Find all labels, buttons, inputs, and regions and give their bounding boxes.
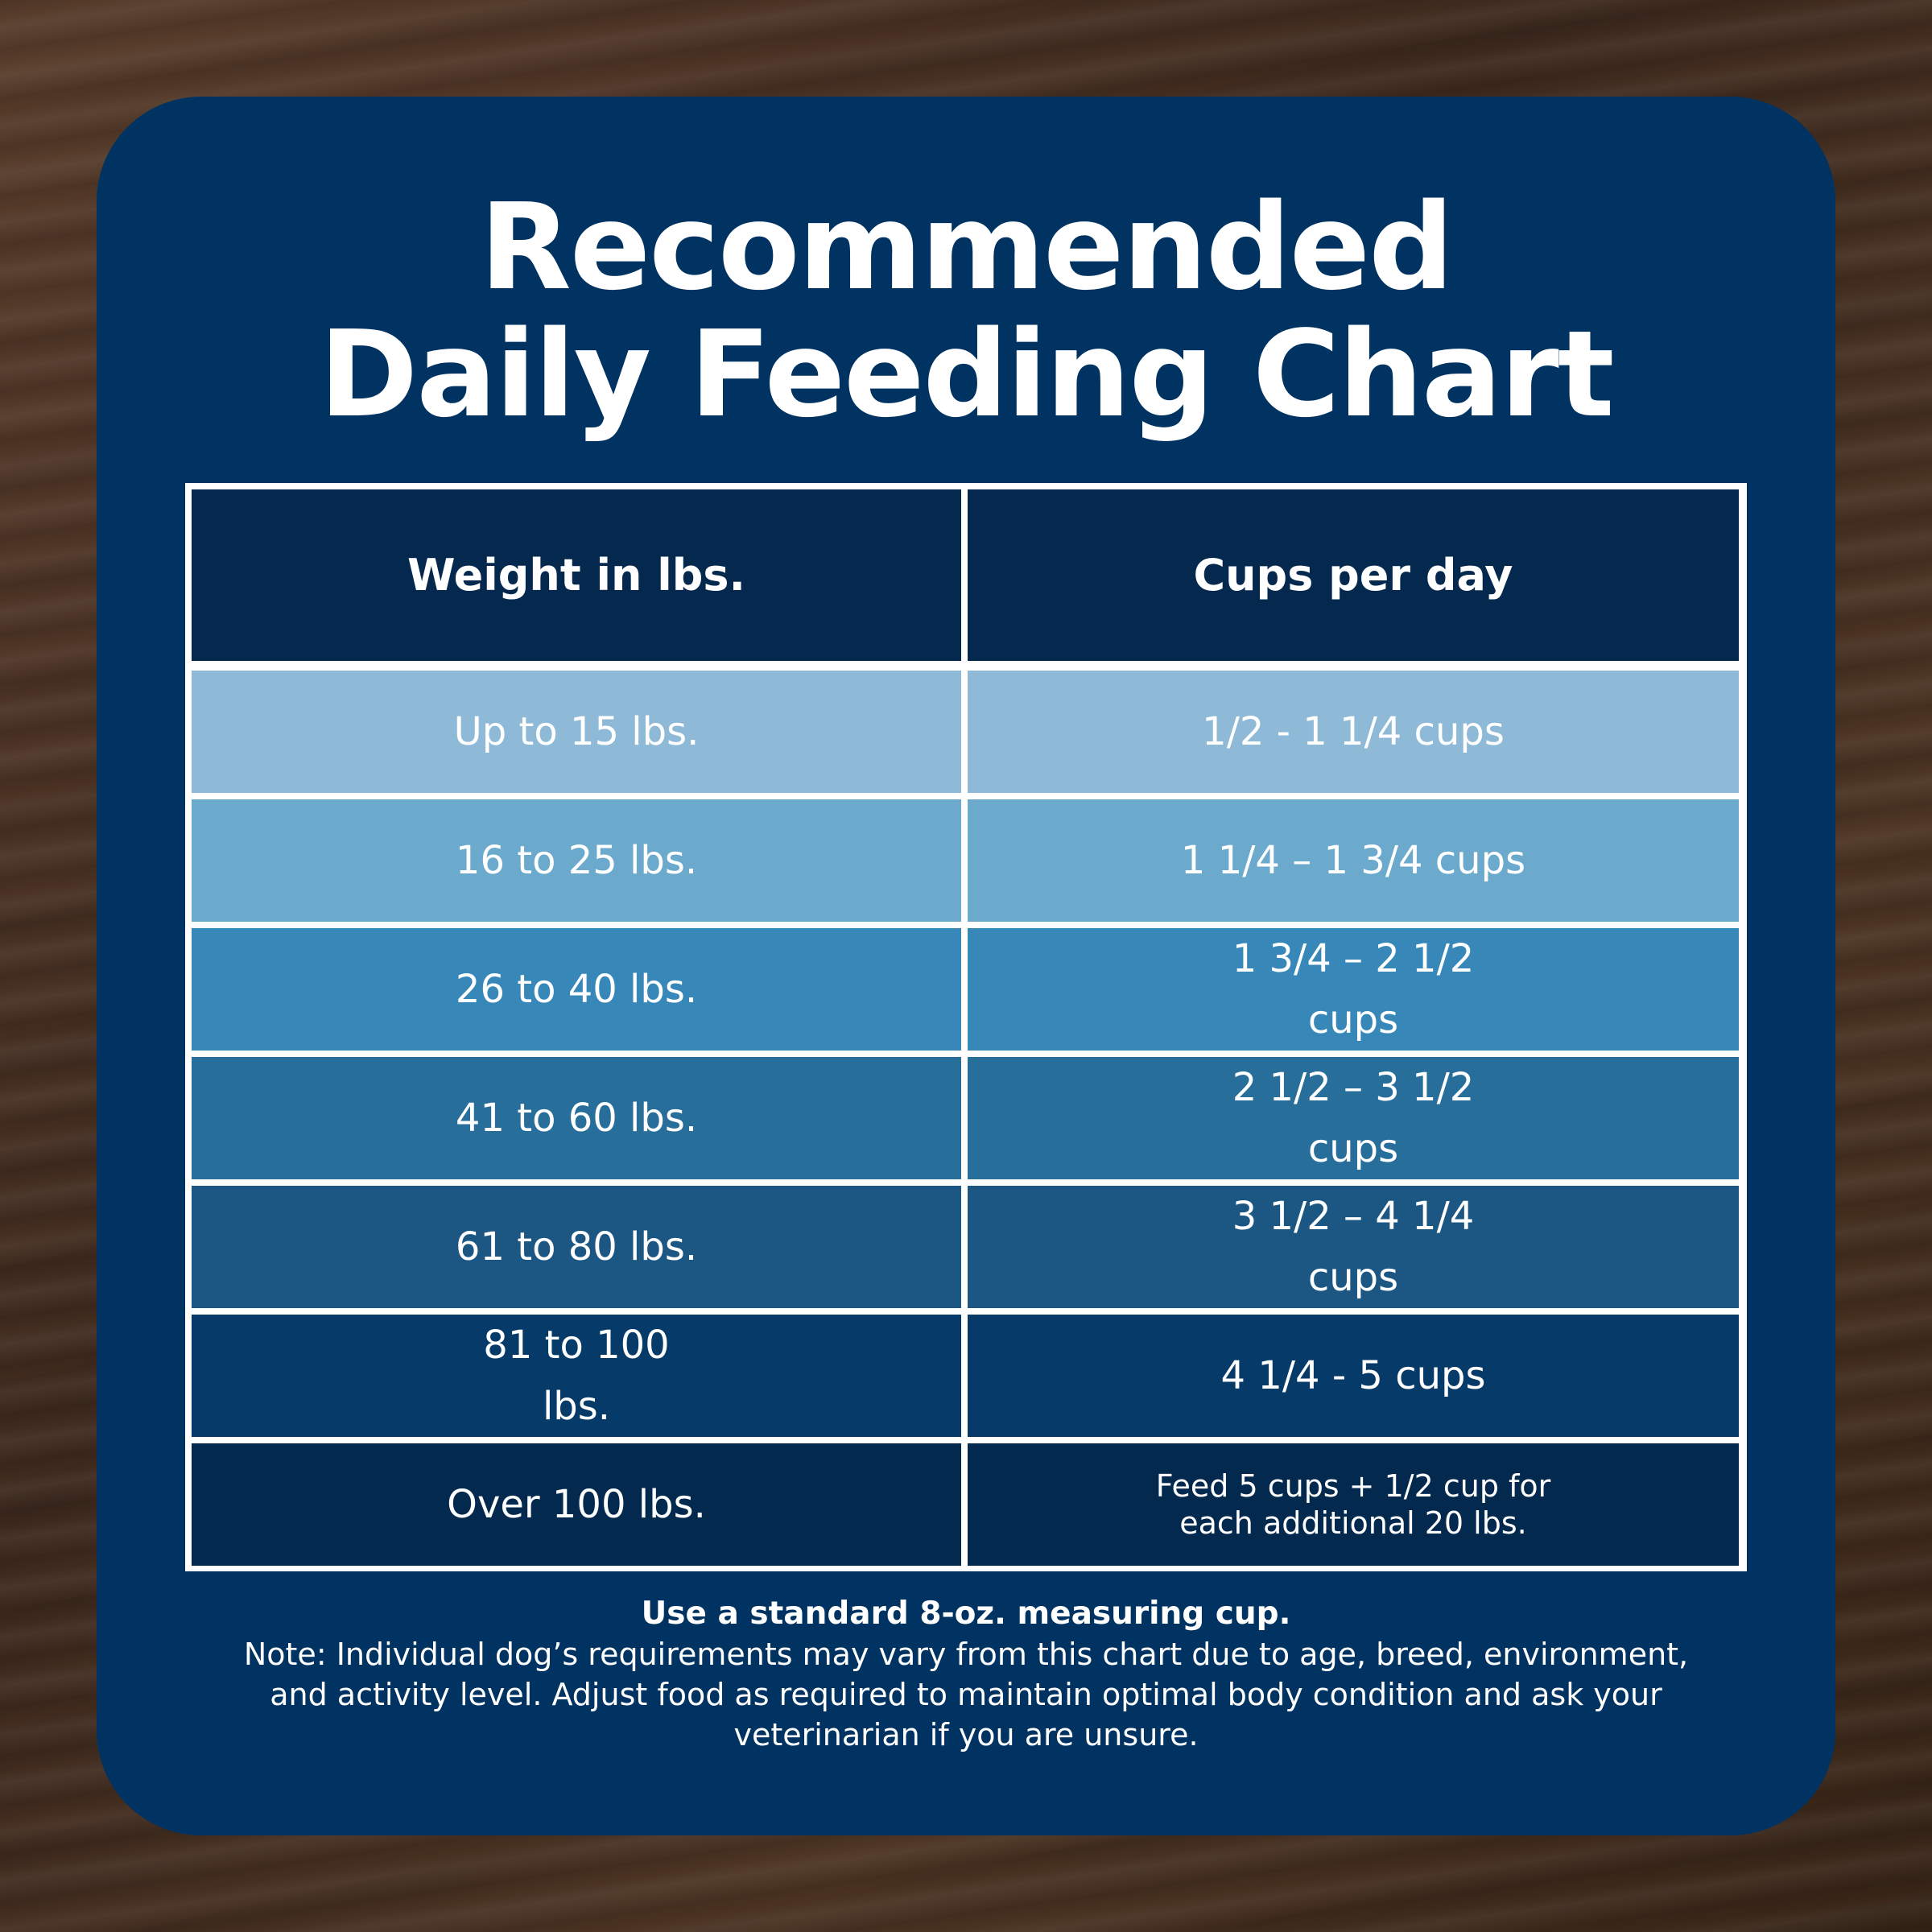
table-row-weight: 41 to 60 lbs. bbox=[192, 1057, 961, 1179]
disclaimer-note: Note: Individual dog’s requirements may … bbox=[243, 1637, 1689, 1752]
table-row-cups: 2 1/2 – 3 1/2 cups bbox=[968, 1057, 1739, 1179]
title-line-2: Daily Feeding Chart bbox=[319, 305, 1614, 444]
table-row-weight: Up to 15 lbs. bbox=[192, 671, 961, 793]
table-row-cups: 1 1/4 – 1 3/4 cups bbox=[968, 799, 1739, 922]
header-cups: Cups per day bbox=[968, 489, 1739, 661]
table-row-cups: 4 1/4 - 5 cups bbox=[968, 1315, 1739, 1437]
table-row-cups: 3 1/2 – 4 1/4 cups bbox=[968, 1186, 1739, 1308]
header-weight: Weight in lbs. bbox=[192, 489, 961, 661]
chart-title: Recommended Daily Feeding Chart bbox=[97, 184, 1835, 438]
feeding-table: Weight in lbs. Cups per day Up to 15 lbs… bbox=[185, 483, 1747, 1571]
table-row-cups: Feed 5 cups + 1/2 cup for each additiona… bbox=[968, 1443, 1739, 1566]
feeding-chart-card: Recommended Daily Feeding Chart Weight i… bbox=[97, 97, 1835, 1835]
table-row-weight: 26 to 40 lbs. bbox=[192, 928, 961, 1051]
table-row-weight: Over 100 lbs. bbox=[192, 1443, 961, 1566]
title-line-1: Recommended bbox=[479, 178, 1454, 316]
table-row-cups: 1/2 - 1 1/4 cups bbox=[968, 671, 1739, 793]
table-row-cups: 1 3/4 – 2 1/2 cups bbox=[968, 928, 1739, 1051]
table-row-weight: 81 to 100 lbs. bbox=[192, 1315, 961, 1437]
table-row-weight: 16 to 25 lbs. bbox=[192, 799, 961, 922]
footer: Use a standard 8-oz. measuring cup. Note… bbox=[153, 1594, 1779, 1755]
measuring-cup-note: Use a standard 8-oz. measuring cup. bbox=[641, 1596, 1291, 1632]
table-row-weight: 61 to 80 lbs. bbox=[192, 1186, 961, 1308]
